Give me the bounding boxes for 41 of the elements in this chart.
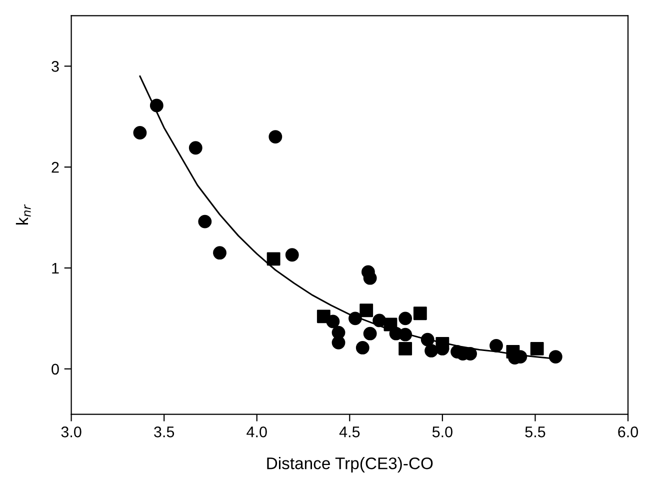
x-tick-label: 5.0 [432, 426, 452, 438]
point [398, 328, 412, 342]
point [356, 340, 370, 354]
point [363, 326, 377, 340]
point [348, 312, 362, 326]
y-tick-label: 2 [52, 162, 59, 173]
point [285, 248, 299, 262]
y-tick-label: 0 [52, 364, 59, 375]
x-tick-label: 3.5 [154, 426, 174, 438]
point [198, 214, 212, 228]
x-tick-label: 4.0 [246, 426, 267, 438]
x-tick-label: 5.5 [525, 426, 546, 438]
point [213, 246, 226, 260]
y-tick-label: 3 [52, 61, 59, 72]
point [150, 98, 164, 112]
point [506, 345, 520, 358]
point [398, 312, 412, 326]
point [490, 338, 503, 352]
x-tick-label: 3.0 [61, 426, 82, 438]
point [268, 130, 282, 144]
point [332, 336, 346, 350]
point [530, 342, 544, 356]
x-axis-title: Distance Trp(CE3)-CO [267, 457, 433, 473]
x-tick-label: 6.0 [618, 426, 638, 438]
point [384, 318, 398, 332]
point [360, 304, 374, 318]
point [413, 306, 427, 320]
x-tick-label: 4.5 [339, 426, 360, 438]
point [188, 141, 202, 155]
y-tick-label: 1 [52, 263, 59, 274]
point [363, 271, 377, 285]
point [424, 344, 438, 358]
point [316, 310, 330, 324]
point [372, 314, 386, 328]
y-axis-title: k$_{nr}$ [16, 204, 31, 224]
point [398, 342, 412, 356]
point [420, 332, 434, 346]
point [436, 336, 450, 350]
point [548, 350, 562, 364]
point [133, 126, 147, 140]
point [266, 252, 280, 266]
